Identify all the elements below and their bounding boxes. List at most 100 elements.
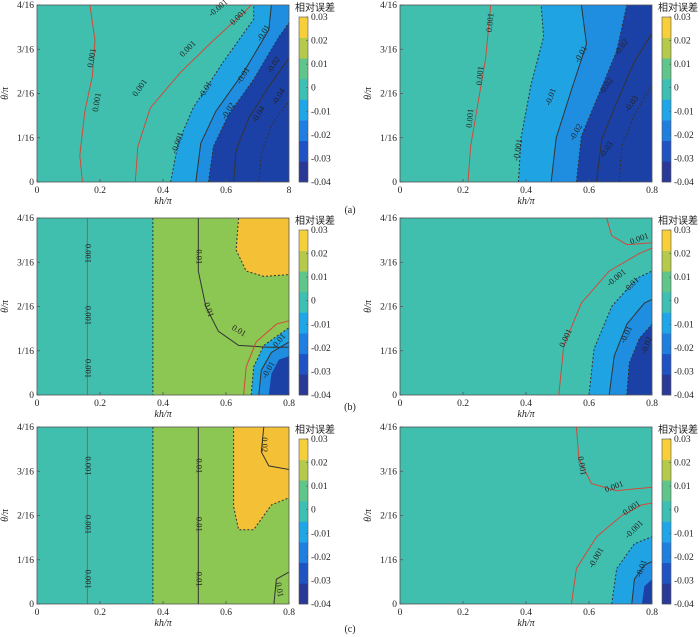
y-tick-label: 3/16: [17, 45, 34, 55]
colorbar-segment: [299, 459, 308, 481]
colorbar-tick-label: -0.02: [674, 553, 694, 563]
contour-line: [611, 536, 653, 605]
x-tick-label: 0.8: [283, 399, 295, 409]
colorbar-tick-label: 0: [311, 506, 316, 516]
colorbar-tick-label: -0.04: [674, 600, 694, 610]
y-tick-label: 1/16: [17, 556, 34, 566]
colorbar-segment: [299, 542, 308, 564]
panel-a-right: 0.0010.0010.001-0.001-0.01-0.01-0.02-0.0…: [363, 1, 698, 207]
contour-line: [550, 4, 588, 183]
x-tick-label: 0: [398, 399, 403, 409]
colorbar-tick-label: 0: [311, 297, 316, 307]
colorbar-frame: [298, 229, 309, 396]
contour-value-label: 0.001: [464, 108, 476, 128]
y-tick-label: 2/16: [17, 303, 34, 313]
y-tick-label: 0: [29, 178, 34, 188]
colorbar-tick-label: -0.01: [311, 320, 331, 330]
contour-fill-region: [576, 5, 652, 182]
x-tick-label: 0.2: [457, 399, 469, 409]
y-tick-label: 4/16: [17, 1, 34, 11]
y-tick-label: 2/16: [380, 512, 397, 522]
colorbar-tick-label: 0.01: [674, 273, 691, 283]
contour-value-label: 0.01: [194, 572, 204, 587]
contour-value-label: 0.001: [83, 306, 93, 325]
contour-line: [606, 217, 653, 246]
row-label: (b): [344, 402, 356, 413]
contour-fill-region: [268, 356, 289, 395]
contour-value-label: 0.001: [576, 455, 589, 476]
x-tick-label: 0: [35, 186, 40, 196]
y-tick-label: 3/16: [17, 467, 34, 477]
colorbar-tick-label: 0.01: [311, 482, 328, 492]
colorbar-tick-label: -0.03: [674, 154, 694, 164]
colorbar-segment: [662, 120, 671, 142]
contour-line: [608, 298, 653, 396]
colorbar-tick-label: -0.04: [311, 178, 331, 188]
colorbar-tick-label: 0: [674, 84, 679, 94]
y-tick-label: 4/16: [17, 214, 34, 224]
x-tick-label: 0.4: [520, 399, 532, 409]
colorbar-title: 相对误差: [658, 423, 698, 436]
contour-value-label: 0.001: [484, 13, 496, 33]
colorbar-segment: [662, 78, 671, 100]
y-tick-label: 1/16: [380, 347, 397, 357]
colorbar-tick-label: 0: [311, 84, 316, 94]
colorbar-tick-label: 0.03: [311, 13, 328, 23]
contour-value-label: 0.001: [83, 244, 93, 263]
colorbar-segment: [662, 99, 671, 121]
colorbar-segment: [299, 17, 308, 38]
colorbar-segment: [662, 333, 671, 355]
colorbar-segment: [299, 58, 308, 80]
colorbar-tick-label: 0.01: [311, 273, 328, 283]
contour-value-label: 0.001: [83, 456, 93, 475]
contour-line: [134, 4, 252, 183]
x-tick-label: 0.4: [520, 608, 532, 618]
colorbar-tick-label: -0.03: [674, 576, 694, 586]
colorbar-segment: [299, 312, 308, 334]
colorbar-frame: [661, 16, 672, 183]
contour-value-label: 0.001: [83, 570, 93, 589]
x-tick-label: 0.6: [583, 399, 595, 409]
colorbar-tick-label: -0.03: [674, 367, 694, 377]
contour-fill-region: [641, 579, 652, 604]
colorbar-tick-label: -0.01: [311, 107, 331, 117]
y-axis-label: θ/π: [363, 508, 374, 522]
colorbar-tick-label: 0.02: [311, 37, 328, 47]
colorbar-tick-label: 0.03: [674, 435, 691, 445]
colorbar-segment: [662, 459, 671, 481]
x-tick-label: 0.4: [157, 399, 169, 409]
y-tick-label: 2/16: [380, 303, 397, 313]
colorbar-tick-label: 0.01: [311, 60, 328, 70]
y-axis-label: θ/π: [0, 86, 11, 100]
contour-line: [258, 100, 290, 183]
x-tick-label: 0: [35, 399, 40, 409]
colorbar-title: 相对误差: [658, 1, 698, 14]
row-label: (a): [344, 205, 355, 216]
contour-line: [575, 426, 653, 492]
x-tick-label: 0.6: [220, 186, 232, 196]
colorbar-frame: [298, 16, 309, 183]
colorbar-segment: [662, 500, 671, 522]
colorbar-segment: [662, 439, 671, 460]
x-axis-label: kh/π: [154, 409, 172, 420]
y-axis-label: θ/π: [363, 86, 374, 100]
colorbar-title: 相对误差: [295, 214, 335, 227]
colorbar-segment: [662, 542, 671, 564]
colorbar-segment: [662, 353, 671, 375]
contour-line: [570, 502, 653, 605]
colorbar-title: 相对误差: [658, 214, 698, 227]
contour-value-label: 0.01: [194, 249, 204, 264]
contour-line: [575, 4, 628, 183]
y-tick-label: 0: [29, 600, 34, 610]
colorbar-segment: [299, 291, 308, 313]
colorbar-tick-label: -0.01: [311, 529, 331, 539]
y-tick-label: 3/16: [380, 45, 397, 55]
y-axis-label: θ/π: [0, 299, 11, 313]
y-tick-label: 4/16: [380, 214, 397, 224]
contour-line: [596, 33, 653, 183]
contour-line: [558, 247, 653, 396]
x-tick-label: 0.4: [157, 608, 169, 618]
